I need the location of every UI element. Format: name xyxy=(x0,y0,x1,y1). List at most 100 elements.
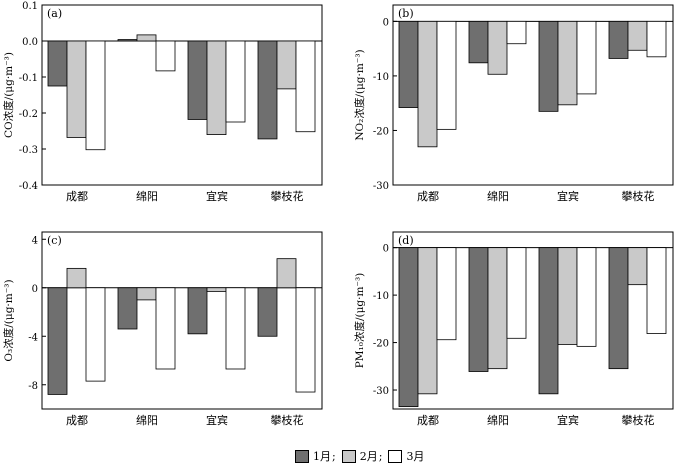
bar-c-2-0 xyxy=(187,287,208,335)
category-label-b-2: 宜宾 xyxy=(557,189,579,203)
legend-swatch-feb xyxy=(341,449,356,463)
bar-a-0-1 xyxy=(66,40,87,138)
y-tick-label-c-3: -8 xyxy=(28,381,38,392)
category-label-c-0: 成都 xyxy=(66,414,88,427)
legend-label-jan: 1月 xyxy=(313,450,331,463)
panel-b: (b) 0 -10 -20 -30 NO₂浓度/(μg·m⁻³) 成都 绵阳 宜宾 攀枝花 xyxy=(353,4,674,203)
category-label-d-1: 绵阳 xyxy=(487,413,509,427)
bar-c-2-1 xyxy=(206,287,227,292)
bar-a-2-0 xyxy=(187,40,208,120)
legend-item-jan: 1月; xyxy=(295,448,336,464)
bar-d-2-0 xyxy=(538,247,559,395)
bar-b-1-0 xyxy=(468,20,489,64)
category-label-c-2: 宜宾 xyxy=(206,413,228,427)
y-tick-label-b-3: -30 xyxy=(373,181,389,192)
category-label-a-0: 成都 xyxy=(66,190,88,203)
y-tick-label-b-0: 0 xyxy=(383,17,389,28)
y-tick-label-b-1: -10 xyxy=(373,72,389,83)
bar-b-2-0 xyxy=(538,20,559,112)
bar-d-3-2 xyxy=(646,247,667,334)
bar-b-3-0 xyxy=(608,20,629,59)
bar-a-1-1 xyxy=(136,34,157,42)
bar-c-3-1 xyxy=(276,258,297,289)
legend-item-feb: 2月; xyxy=(341,448,383,464)
bar-c-1-0 xyxy=(117,287,138,330)
bar-d-1-2 xyxy=(506,247,527,339)
category-label-d-2: 宜宾 xyxy=(557,413,579,427)
bar-c-0-0 xyxy=(47,287,68,395)
bar-a-2-2 xyxy=(225,40,246,123)
panel-c: (c) 4 0 -4 -8 O₃浓度/(μg·m⁻³) 成都 绵阳 宜宾 攀枝花 xyxy=(2,231,323,427)
panel-label-a: (a) xyxy=(47,7,62,20)
bar-d-2-2 xyxy=(576,247,597,347)
panel-label-b: (b) xyxy=(398,7,414,20)
category-label-b-0: 成都 xyxy=(417,190,439,203)
category-label-c-3: 攀枝花 xyxy=(271,413,304,427)
y-tick-label-c-2: -4 xyxy=(28,332,38,343)
category-label-d-3: 攀枝花 xyxy=(622,413,655,427)
bar-d-0-2 xyxy=(436,247,457,341)
bar-a-3-1 xyxy=(276,40,297,90)
panel-label-c: (c) xyxy=(47,234,62,247)
category-label-b-1: 绵阳 xyxy=(487,189,509,203)
bar-b-2-1 xyxy=(557,20,578,106)
legend: 1月; 2月; 3月 xyxy=(295,448,430,464)
y-axis-label-d: PM₁₀浓度/(μg·m⁻³) xyxy=(353,273,366,369)
bar-b-3-1 xyxy=(627,20,648,51)
bar-b-0-1 xyxy=(417,20,438,148)
y-tick-label-c-1: 0 xyxy=(32,284,38,295)
y-tick-label-a-2: -0.1 xyxy=(19,73,38,84)
bar-a-3-2 xyxy=(295,40,316,133)
bar-a-3-0 xyxy=(257,40,278,140)
legend-swatch-mar xyxy=(388,449,403,463)
y-tick-label-a-4: -0.3 xyxy=(19,145,38,156)
bar-d-1-1 xyxy=(487,247,508,370)
bar-b-1-1 xyxy=(487,20,508,75)
plot-frame-d xyxy=(392,231,674,410)
panel-a: (a) 0.1 0.0 -0.1 -0.2 -0.3 -0.4 CO浓度/(μg·m⁻³) 成都… xyxy=(2,1,323,203)
legend-sep-jan: ; xyxy=(332,449,336,463)
legend-label-feb: 2月 xyxy=(359,450,378,463)
y-tick-label-a-1: 0.0 xyxy=(22,37,38,48)
bar-c-2-2 xyxy=(225,287,246,370)
bar-d-0-0 xyxy=(398,247,419,408)
bar-c-0-2 xyxy=(85,287,106,382)
y-tick-label-d-3: -30 xyxy=(373,386,389,397)
plot-frame-a xyxy=(41,4,323,186)
plot-frame-b xyxy=(392,4,674,186)
category-label-a-1: 绵阳 xyxy=(136,189,158,203)
legend-label-mar: 3月 xyxy=(406,450,425,463)
bar-c-1-1 xyxy=(136,287,157,301)
bar-a-1-0 xyxy=(117,39,138,42)
bar-c-3-2 xyxy=(295,287,316,393)
bar-a-1-2 xyxy=(155,40,176,72)
category-label-b-3: 攀枝花 xyxy=(622,189,655,203)
y-axis-label-a: CO浓度/(μg·m⁻³) xyxy=(2,52,15,138)
bar-a-2-1 xyxy=(206,40,227,135)
bar-d-2-1 xyxy=(557,247,578,345)
y-tick-label-c-0: 4 xyxy=(32,235,38,246)
bar-c-1-2 xyxy=(155,287,176,370)
category-label-a-2: 宜宾 xyxy=(206,189,228,203)
bar-a-0-2 xyxy=(85,40,106,151)
category-label-a-3: 攀枝花 xyxy=(271,189,304,203)
bar-d-1-0 xyxy=(468,247,489,372)
bar-a-0-0 xyxy=(47,40,68,87)
legend-sep-feb: ; xyxy=(378,449,383,463)
y-tick-label-a-0: 0.1 xyxy=(22,1,38,12)
y-axis-label-b: NO₂浓度/(μg·m⁻³) xyxy=(353,49,366,140)
y-tick-label-d-2: -20 xyxy=(373,339,389,350)
bar-d-3-1 xyxy=(627,247,648,286)
bar-b-2-2 xyxy=(576,20,597,95)
y-tick-label-d-0: 0 xyxy=(383,244,389,255)
y-tick-label-b-2: -20 xyxy=(373,126,389,137)
y-tick-label-a-3: -0.2 xyxy=(19,109,38,120)
bar-b-0-2 xyxy=(436,20,457,130)
panel-d: (d) 0 -10 -20 -30 PM₁₀浓度/(μg·m⁻³) 成都 绵阳 宜宾 攀枝花 xyxy=(353,231,674,427)
y-tick-label-a-5: -0.4 xyxy=(19,181,38,192)
category-label-d-0: 成都 xyxy=(417,414,439,427)
bar-b-1-2 xyxy=(506,20,527,45)
bar-c-0-1 xyxy=(66,267,87,289)
panel-label-d: (d) xyxy=(398,234,414,247)
